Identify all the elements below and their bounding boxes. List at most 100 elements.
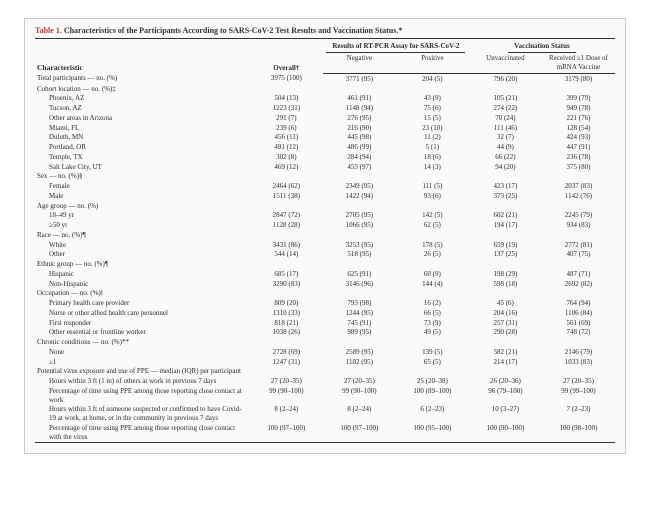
row-label: Female <box>35 182 250 192</box>
caption-text: Characteristics of the Participants Acco… <box>64 26 403 35</box>
col-characteristic: Characteristic <box>35 41 250 74</box>
cell-value: 70 (24) <box>469 113 542 123</box>
cell-value: 504 (13) <box>250 94 323 104</box>
table-row: Total participants — no. (%)3975 (100)37… <box>35 74 615 84</box>
table-caption: Table 1. Characteristics of the Particip… <box>35 25 615 39</box>
table-row: Miami, FL239 (6)216 (90)23 (10)111 (46)1… <box>35 123 615 133</box>
cell-value: 745 (91) <box>323 318 396 328</box>
row-label: Hours within 3 ft (1 m) of others at wor… <box>35 377 250 387</box>
row-label: Portland, OR <box>35 143 250 153</box>
cell-value: 3179 (80) <box>542 74 615 84</box>
cell-value: 7 (2–23) <box>542 405 615 424</box>
cell-value: 198 (29) <box>469 269 542 279</box>
row-label: Nurse or other allied health care person… <box>35 308 250 318</box>
col-positive: Positive <box>396 53 469 74</box>
cell-value: 3146 (96) <box>323 279 396 289</box>
cell-value <box>323 289 396 299</box>
cell-value: 445 (98) <box>323 133 396 143</box>
cell-value: 598 (18) <box>469 279 542 289</box>
cell-value: 11 (2) <box>396 133 469 143</box>
cell-value: 204 (5) <box>396 74 469 84</box>
row-label: Other areas in Arizona <box>35 113 250 123</box>
cell-value <box>542 289 615 299</box>
row-label: Hispanic <box>35 269 250 279</box>
cell-value: 2037 (83) <box>542 182 615 192</box>
table-row: Sex — no. (%)§ <box>35 172 615 182</box>
row-label: ≥50 yr <box>35 221 250 231</box>
cell-value: 100 (97–100) <box>323 423 396 442</box>
cell-value: 1033 (83) <box>542 357 615 367</box>
cell-value: 818 (21) <box>250 318 323 328</box>
cell-value: 25 (20–38) <box>396 377 469 387</box>
cell-value: 93 (6) <box>396 191 469 201</box>
cell-value <box>469 289 542 299</box>
cell-value: 302 (8) <box>250 152 323 162</box>
cell-value: 625 (91) <box>323 269 396 279</box>
row-label: Sex — no. (%)§ <box>35 172 250 182</box>
cell-value <box>542 260 615 270</box>
cell-value: 423 (17) <box>469 182 542 192</box>
cell-value: 49 (5) <box>396 328 469 338</box>
characteristics-table: Characteristic Overall† Results of RT-PC… <box>35 41 615 443</box>
cell-value: 111 (5) <box>396 182 469 192</box>
col-negative: Negative <box>323 53 396 74</box>
col-overall: Overall† <box>250 41 323 74</box>
cell-value: 128 (54) <box>542 123 615 133</box>
cell-value: 27 (20–35) <box>323 377 396 387</box>
row-label: Ethnic group — no. (%)¶ <box>35 260 250 270</box>
cell-value: 1511 (38) <box>250 191 323 201</box>
cell-value <box>250 338 323 348</box>
cell-value <box>250 201 323 211</box>
table-row: Tucson, AZ1223 (31)1148 (94)75 (6)274 (2… <box>35 104 615 114</box>
row-label: Salt Lake City, UT <box>35 162 250 172</box>
table-row: Other544 (14)518 (95)26 (5)137 (25)407 (… <box>35 250 615 260</box>
cell-value: 284 (94) <box>323 152 396 162</box>
cell-value <box>323 172 396 182</box>
row-label: Race — no. (%)¶ <box>35 230 250 240</box>
cell-value <box>250 230 323 240</box>
cell-value: 45 (6) <box>469 299 542 309</box>
row-label: Miami, FL <box>35 123 250 133</box>
cell-value: 544 (14) <box>250 250 323 260</box>
row-label: Occupation — no. (%)‖ <box>35 289 250 299</box>
cell-value: 949 (78) <box>542 104 615 114</box>
row-label: Duluth, MN <box>35 133 250 143</box>
table-row: Other essential or frontline worker1038 … <box>35 328 615 338</box>
row-label: None <box>35 347 250 357</box>
cell-value <box>396 289 469 299</box>
cell-value: 75 (6) <box>396 104 469 114</box>
cell-value: 239 (6) <box>250 123 323 133</box>
cell-value: 60 (9) <box>396 269 469 279</box>
cell-value: 659 (19) <box>469 240 542 250</box>
table-row: Non-Hispanic3290 (83)3146 (96)144 (4)598… <box>35 279 615 289</box>
cell-value: 1066 (95) <box>323 221 396 231</box>
cell-value <box>542 84 615 94</box>
cell-value: 602 (21) <box>469 211 542 221</box>
cell-value: 2728 (69) <box>250 347 323 357</box>
cell-value: 15 (5) <box>396 113 469 123</box>
cell-value: 23 (10) <box>396 123 469 133</box>
cell-value <box>469 338 542 348</box>
cell-value: 137 (25) <box>469 250 542 260</box>
cell-value: 26 (20–36) <box>469 377 542 387</box>
cell-value <box>469 172 542 182</box>
cell-value: 111 (46) <box>469 123 542 133</box>
cell-value <box>396 84 469 94</box>
cell-value: 1038 (26) <box>250 328 323 338</box>
row-label: Percentage of time using PPE among those… <box>35 386 250 405</box>
cell-value: 43 (9) <box>396 94 469 104</box>
cell-value <box>250 172 323 182</box>
cell-value <box>323 338 396 348</box>
cell-value: 257 (31) <box>469 318 542 328</box>
cell-value <box>396 260 469 270</box>
cell-value: 27 (20–35) <box>250 377 323 387</box>
cell-value: 100 (89–100) <box>396 386 469 405</box>
row-label: 18–49 yr <box>35 211 250 221</box>
cell-value: 1247 (31) <box>250 357 323 367</box>
cell-value <box>469 367 542 377</box>
cell-value: 66 (5) <box>396 308 469 318</box>
cell-value: 2146 (79) <box>542 347 615 357</box>
cell-value: 1310 (33) <box>250 308 323 318</box>
cell-value: 2464 (62) <box>250 182 323 192</box>
cell-value: 455 (97) <box>323 162 396 172</box>
